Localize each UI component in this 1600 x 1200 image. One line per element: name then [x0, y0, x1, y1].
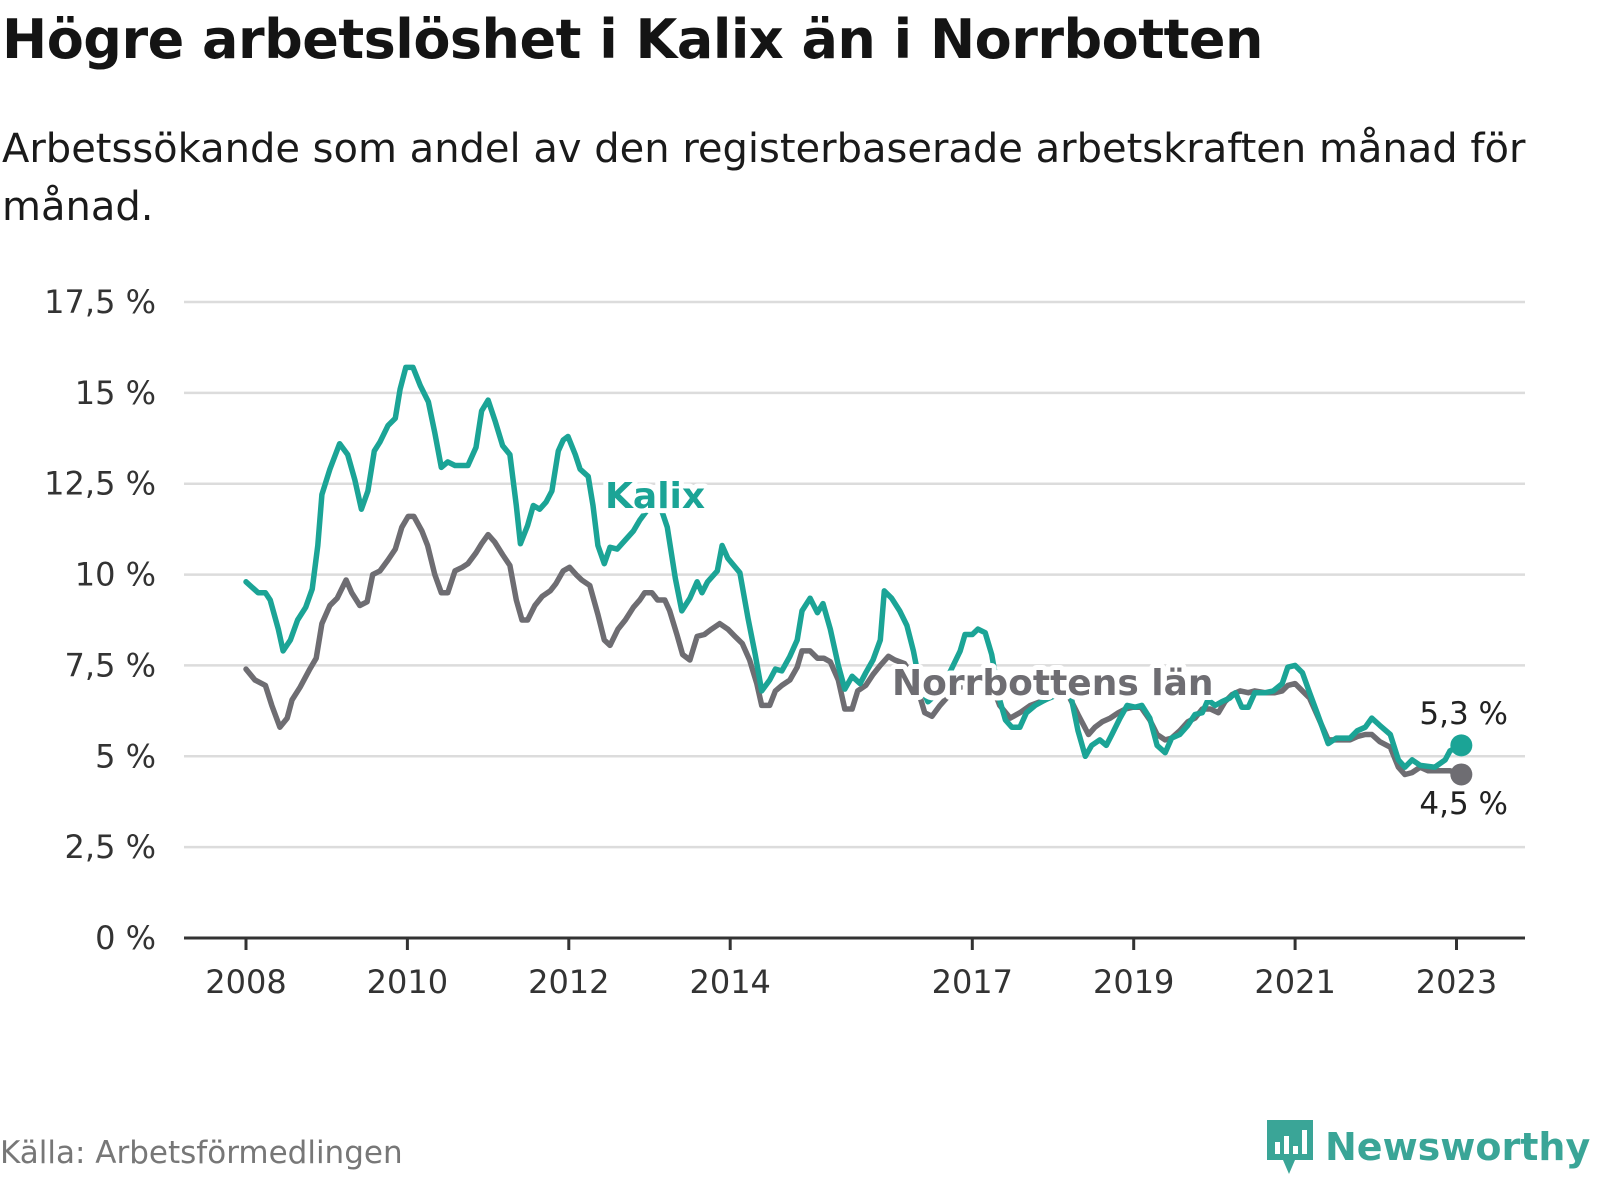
newsworthy-logo: Newsworthy — [1265, 1118, 1590, 1176]
x-tick-label: 2023 — [1416, 963, 1497, 1001]
end-point-norrbottens-l-n — [1450, 763, 1473, 786]
series-label-kalix: Kalix — [605, 476, 705, 517]
x-tick-label: 2017 — [932, 963, 1013, 1001]
x-tick-label: 2021 — [1254, 963, 1335, 1001]
y-tick-label: 2,5 % — [65, 828, 156, 866]
y-tick-label: 12,5 % — [44, 465, 156, 503]
y-tick-label: 0 % — [95, 919, 156, 957]
series-lines — [243, 364, 1473, 786]
bar-chart-speech-bubble-icon — [1267, 1120, 1313, 1174]
end-label-norrbotten: 4,5 % — [1419, 786, 1508, 822]
x-tick-label: 2019 — [1093, 963, 1174, 1001]
x-tick-label: 2014 — [689, 963, 770, 1001]
chart-title: Högre arbetslöshet i Kalix än i Norrbott… — [2, 8, 1263, 71]
gridlines — [184, 300, 1525, 849]
series-line-kalix — [243, 364, 1465, 770]
y-axis-ticks: 0 % 2,5 % 5 % 7,5 % 10 % 12,5 % 15 % 17,5 % — [44, 283, 156, 957]
y-tick-label: 15 % — [75, 374, 156, 412]
x-tick-label: 2008 — [205, 963, 286, 1001]
end-label-kalix: 5,3 % — [1419, 696, 1508, 732]
y-tick-label: 5 % — [95, 737, 156, 775]
source-note: Källa: Arbetsförmedlingen — [0, 1135, 403, 1171]
series-line-norrbottens-l-n — [243, 513, 1465, 778]
chart-subtitle: Arbetssökande som andel av den registerb… — [2, 126, 1526, 230]
x-tick-label: 2012 — [528, 963, 609, 1001]
x-axis-ticks: 2008 2010 2012 2014 2017 2019 2021 2023 — [205, 938, 1497, 1001]
y-tick-label: 10 % — [75, 556, 156, 594]
y-tick-label: 7,5 % — [65, 646, 156, 684]
y-tick-label: 17,5 % — [44, 283, 156, 321]
series-label-norrbotten: Norrbottens län — [892, 663, 1214, 704]
end-point-kalix — [1450, 734, 1473, 757]
x-tick-label: 2010 — [367, 963, 448, 1001]
logo-text: Newsworthy — [1325, 1125, 1591, 1169]
